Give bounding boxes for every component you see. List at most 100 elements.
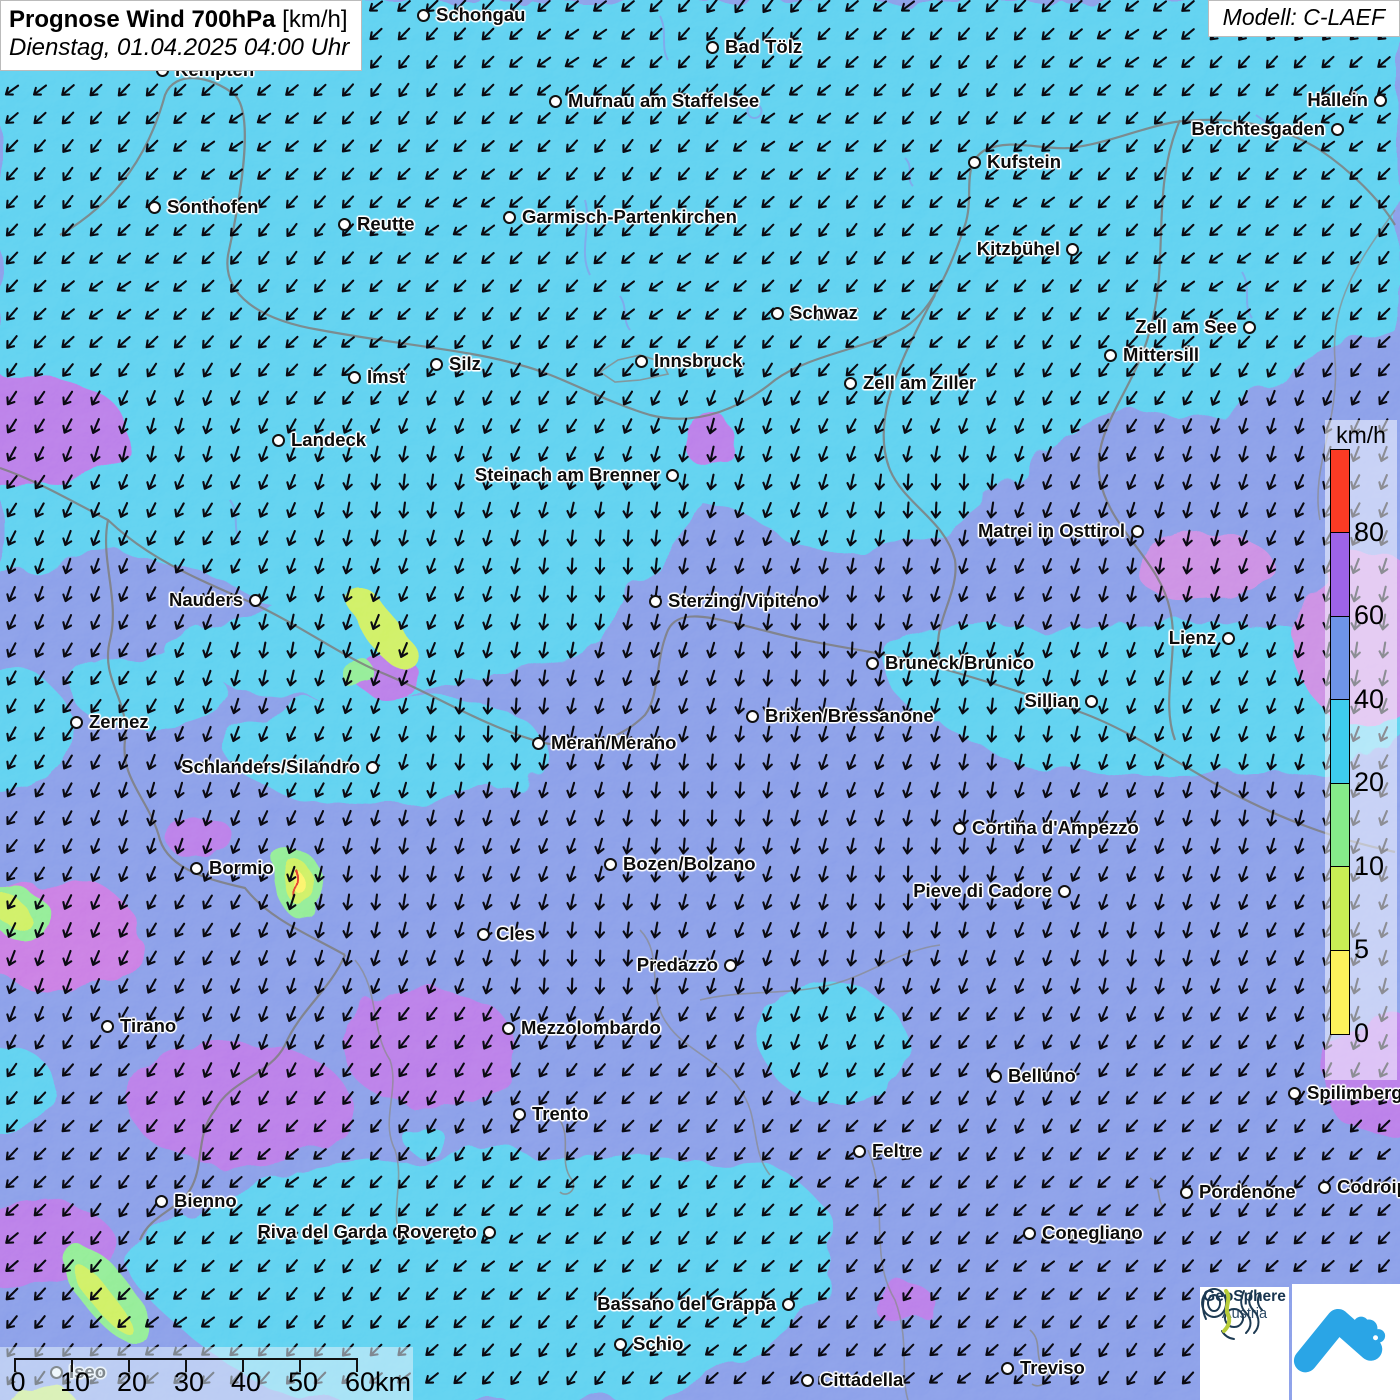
wind-arrow xyxy=(650,1006,661,1022)
wind-arrow xyxy=(1069,84,1083,96)
wind-arrow xyxy=(845,140,859,152)
wind-arrow xyxy=(958,669,969,687)
wind-arrow xyxy=(1265,1259,1279,1273)
scale-label: 40 xyxy=(230,1367,262,1397)
wind-arrow xyxy=(734,753,745,771)
wind-arrow xyxy=(510,809,521,827)
wind-arrow xyxy=(761,1288,775,1300)
wind-arrow xyxy=(454,1118,465,1134)
wind-arrow xyxy=(846,1259,858,1273)
wind-arrow xyxy=(34,838,46,854)
wind-arrow xyxy=(201,1175,215,1189)
wind-arrow xyxy=(174,1147,186,1161)
wind-arrow xyxy=(117,335,131,349)
wind-arrow xyxy=(118,1174,130,1190)
wind-arrow xyxy=(61,1119,75,1133)
wind-arrow xyxy=(1126,363,1138,377)
wind-arrow xyxy=(1210,949,1221,967)
wind-arrow xyxy=(677,1344,691,1356)
wind-arrow xyxy=(480,224,496,236)
wind-arrow xyxy=(452,168,468,180)
wind-arrow xyxy=(1210,809,1221,827)
wind-arrow xyxy=(426,1146,438,1162)
wind-arrow xyxy=(370,1315,382,1329)
wind-arrow xyxy=(622,501,633,519)
wind-arrow xyxy=(173,335,187,349)
wind-arrow xyxy=(118,698,130,714)
wind-arrow xyxy=(1097,1204,1111,1216)
wind-arrow xyxy=(482,418,493,434)
wind-arrow xyxy=(593,0,607,12)
wind-arrow xyxy=(426,1090,437,1106)
wind-arrow xyxy=(257,1287,271,1301)
wind-arrow xyxy=(482,949,493,967)
wind-arrow xyxy=(538,977,550,995)
wind-arrow xyxy=(258,697,269,715)
wind-arrow xyxy=(61,1287,75,1301)
wind-arrow xyxy=(594,1006,605,1022)
wind-arrow xyxy=(1042,474,1053,490)
wind-arrow xyxy=(1182,557,1193,575)
wind-arrow xyxy=(1377,1119,1391,1133)
wind-arrow xyxy=(929,251,943,265)
wind-arrow xyxy=(62,1034,74,1050)
wind-arrow xyxy=(650,921,661,939)
wind-arrow xyxy=(314,418,325,434)
wind-arrow xyxy=(902,1315,914,1329)
wind-arrow xyxy=(1098,1342,1110,1358)
wind-arrow xyxy=(846,250,858,266)
wind-arrow xyxy=(1266,781,1277,799)
wind-arrow xyxy=(482,865,493,883)
wind-arrow xyxy=(845,55,859,69)
wind-arrow xyxy=(594,1063,606,1077)
wind-arrow xyxy=(1098,446,1109,462)
wind-arrow xyxy=(482,753,494,771)
wind-arrow xyxy=(1181,1371,1195,1385)
wind-arrow xyxy=(566,1370,578,1386)
wind-arrow xyxy=(313,167,327,181)
wind-arrow xyxy=(874,557,885,575)
wind-arrow xyxy=(790,865,801,883)
wind-arrow xyxy=(1014,362,1025,378)
wind-arrow xyxy=(1237,224,1251,236)
wind-arrow xyxy=(174,1203,186,1217)
wind-arrow xyxy=(34,223,46,237)
wind-arrow xyxy=(536,84,552,96)
wind-arrow xyxy=(426,586,437,602)
scale-tick xyxy=(71,1358,73,1372)
wind-arrow xyxy=(874,837,885,855)
wind-arrow xyxy=(930,669,941,687)
wind-arrow xyxy=(762,1005,773,1023)
wind-arrow xyxy=(986,1062,997,1078)
wind-arrow xyxy=(342,613,353,631)
wind-arrow xyxy=(594,585,606,603)
title-unit: [km/h] xyxy=(275,6,348,33)
wind-arrow xyxy=(956,196,972,208)
wind-arrow xyxy=(873,111,887,125)
wind-arrow xyxy=(929,308,943,320)
wind-arrow xyxy=(902,1258,914,1274)
wind-arrow xyxy=(1012,168,1028,180)
wind-arrow xyxy=(733,280,747,292)
map-title-box: Prognose Wind 700hPa [km/h] Dienstag, 01… xyxy=(0,0,363,71)
wind-arrow xyxy=(846,195,858,209)
wind-arrow xyxy=(33,307,47,321)
wind-arrow xyxy=(1238,1119,1250,1133)
wind-arrow xyxy=(146,753,157,771)
wind-arrow xyxy=(846,809,857,827)
wind-arrow xyxy=(538,1090,550,1106)
wind-arrow xyxy=(341,1147,355,1161)
wind-arrow xyxy=(174,670,185,686)
wind-arrow xyxy=(1210,139,1222,153)
wind-arrow xyxy=(1348,140,1364,152)
wind-arrow xyxy=(956,224,972,236)
wind-arrow xyxy=(594,977,606,995)
wind-arrow xyxy=(398,82,410,98)
wind-arrow xyxy=(229,1231,243,1245)
wind-arrow xyxy=(678,1174,690,1190)
wind-arrow xyxy=(790,1371,802,1385)
wind-arrow xyxy=(677,167,691,181)
wind-arrow xyxy=(566,837,577,855)
wind-arrow xyxy=(286,613,297,631)
wind-arrow xyxy=(397,27,411,41)
